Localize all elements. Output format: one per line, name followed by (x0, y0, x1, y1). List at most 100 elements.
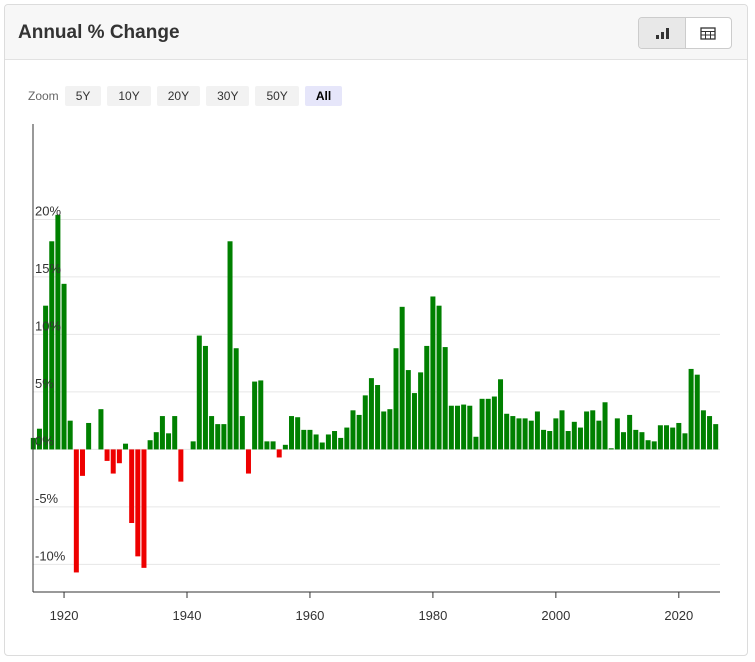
bar (387, 409, 393, 450)
bar (620, 432, 626, 450)
bar (577, 427, 583, 450)
bar (713, 424, 719, 450)
bar (553, 418, 559, 450)
y-tick-label: 20% (35, 203, 61, 218)
y-tick-label: 10% (35, 318, 61, 333)
bar (356, 414, 362, 450)
bar (528, 420, 534, 450)
bar (129, 449, 135, 524)
bar (424, 345, 430, 450)
bar (55, 214, 61, 450)
bar (313, 434, 319, 450)
bar (123, 443, 129, 450)
bar (436, 305, 442, 450)
bar (215, 424, 221, 450)
bar (239, 416, 245, 450)
bar (319, 442, 325, 450)
zoom-button[interactable]: 50Y (255, 86, 299, 106)
bar (670, 427, 676, 450)
chart-view-button[interactable] (639, 18, 686, 48)
bar (571, 421, 577, 450)
bar (534, 411, 540, 450)
bar (49, 241, 55, 450)
bar (153, 432, 159, 450)
bar (295, 417, 301, 450)
bar (116, 449, 122, 464)
bar (43, 305, 49, 450)
bar (86, 422, 92, 450)
zoom-button[interactable]: 10Y (107, 86, 151, 106)
bar (411, 393, 417, 450)
y-tick-label: 0% (35, 433, 54, 448)
bar (110, 449, 116, 474)
bar (430, 296, 436, 450)
bar (454, 405, 460, 450)
bar (596, 420, 602, 450)
bar (559, 410, 565, 450)
bar (73, 449, 79, 573)
zoom-button[interactable]: 5Y (64, 86, 102, 106)
zoom-button[interactable]: All (304, 86, 343, 106)
bar (707, 416, 713, 450)
bar (467, 405, 473, 450)
y-tick-label: -5% (35, 491, 59, 506)
bar (547, 431, 553, 450)
bar (461, 404, 467, 450)
view-toggle (638, 17, 732, 49)
zoom-label: Zoom (28, 89, 59, 103)
bar (645, 440, 651, 450)
bar (522, 418, 528, 450)
bar (67, 420, 73, 450)
zoom-button[interactable]: 20Y (156, 86, 201, 106)
bar (676, 422, 682, 450)
bar (233, 348, 239, 450)
bar (614, 418, 620, 450)
bar (504, 413, 510, 450)
bar (79, 449, 85, 476)
bar (325, 434, 331, 450)
bar (565, 431, 571, 450)
bar (282, 444, 288, 450)
bar (141, 449, 147, 568)
bar (209, 416, 215, 450)
zoom-bar: Zoom 5Y 10Y 20Y 30Y 50Y All (28, 86, 348, 106)
bar (104, 449, 110, 461)
y-tick-label: -10% (35, 548, 66, 563)
bar (651, 441, 657, 450)
bar (196, 335, 202, 450)
bar (362, 395, 368, 450)
bar (307, 429, 313, 450)
bar (252, 381, 258, 450)
bar (381, 411, 387, 450)
bar (338, 437, 344, 450)
chart-icon (655, 28, 669, 39)
zoom-button[interactable]: 30Y (206, 86, 250, 106)
x-tick-label: 2020 (664, 608, 693, 623)
x-tick-label: 1960 (295, 608, 324, 623)
bar (270, 441, 276, 450)
table-view-button[interactable] (686, 18, 732, 48)
bar (61, 283, 67, 450)
bar (227, 241, 233, 450)
card-header: Annual % Change (5, 5, 747, 60)
bar (368, 378, 374, 450)
bar (135, 449, 141, 557)
bar (639, 432, 645, 450)
bar (350, 410, 356, 450)
bar (98, 409, 104, 450)
bar (418, 372, 424, 450)
bar (258, 380, 264, 450)
bar (178, 449, 184, 482)
bar (479, 398, 485, 450)
bar (301, 429, 307, 450)
bar (221, 424, 227, 450)
bar (473, 436, 479, 450)
bar (399, 306, 405, 450)
bar (627, 414, 633, 450)
bar (510, 416, 516, 450)
bar (344, 427, 350, 450)
bar (166, 433, 172, 450)
bar (694, 374, 700, 450)
table-icon (700, 26, 716, 40)
